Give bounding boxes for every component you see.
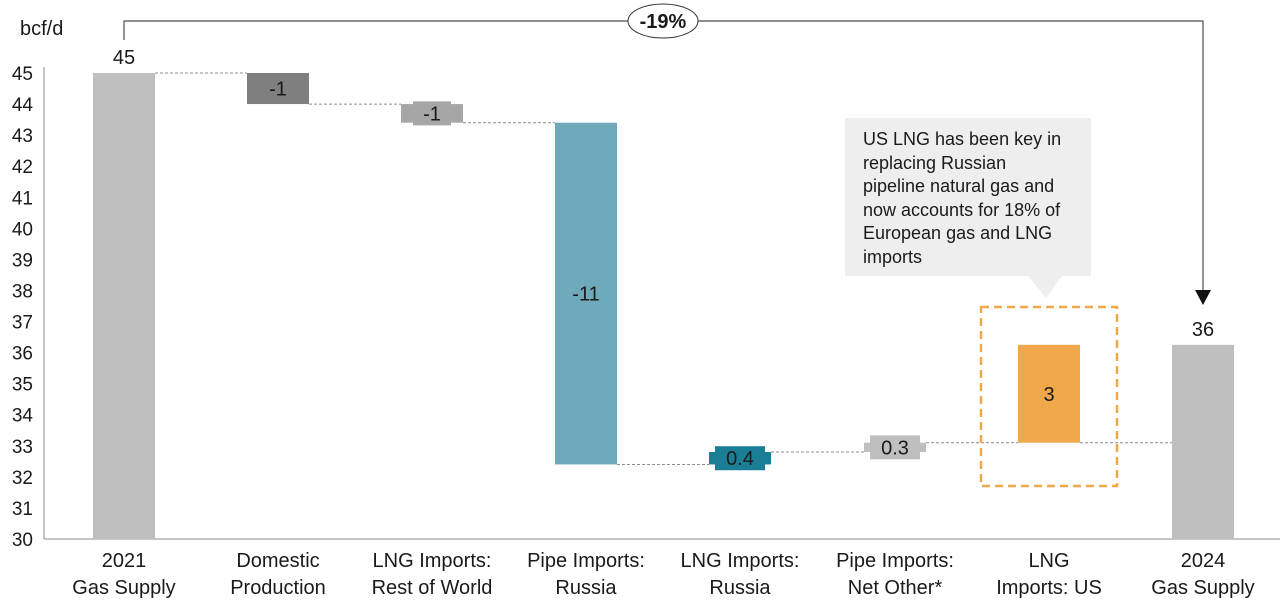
bar	[247, 73, 309, 105]
x-category-label: Russia	[709, 577, 771, 599]
bar-value-label: 45	[113, 47, 135, 69]
x-category-label: Pipe Imports:	[527, 550, 645, 572]
y-tick-label: 34	[12, 406, 34, 427]
y-tick-label: 37	[12, 313, 33, 334]
change-badge	[627, 3, 699, 39]
x-category-label: LNG	[1028, 550, 1069, 572]
bar-value-label: 0.3	[881, 437, 909, 459]
highlight-box	[979, 305, 1119, 488]
bar-value-label: -1	[423, 103, 441, 125]
x-category-label: Net Other*	[848, 577, 943, 599]
bar-value-plate	[413, 101, 451, 126]
bar-value-label: -11	[572, 284, 599, 306]
y-tick-label: 33	[12, 437, 33, 458]
y-tick-label: 38	[12, 281, 33, 302]
y-tick-label: 31	[12, 499, 33, 520]
y-tick-label: 36	[12, 344, 33, 365]
y-tick-label: 41	[12, 188, 33, 209]
bar-value-plate	[870, 435, 920, 460]
y-tick-label: 32	[12, 468, 33, 489]
bar-value-label: 0.4	[726, 448, 754, 470]
x-category-label: LNG Imports:	[373, 550, 492, 572]
x-category-label: Production	[230, 577, 326, 599]
y-tick-label: 45	[12, 64, 33, 85]
x-category-label: Russia	[555, 577, 617, 599]
x-category-label: Pipe Imports:	[836, 550, 954, 572]
bracket-arrowhead	[1195, 290, 1211, 305]
bar	[93, 73, 155, 539]
bar	[1018, 344, 1080, 443]
y-tick-label: 35	[12, 375, 33, 396]
y-tick-label: 40	[12, 219, 33, 240]
y-axis-unit-label: bcf/d	[20, 18, 63, 40]
annotation-callout: US LNG has been key in replacing Russian…	[845, 118, 1091, 276]
bar-value-label: 3	[1043, 384, 1054, 406]
x-category-label: Rest of World	[372, 577, 493, 599]
bar-value-label: -1	[269, 79, 287, 101]
x-category-label: Domestic	[236, 550, 319, 572]
callout-pointer	[1028, 276, 1062, 298]
x-category-label: Gas Supply	[1151, 577, 1254, 599]
bar	[1172, 344, 1234, 539]
x-category-label: LNG Imports:	[681, 550, 800, 572]
y-tick-label: 44	[12, 95, 34, 116]
bar-value-label: 36	[1192, 319, 1214, 341]
x-category-label: Imports: US	[996, 577, 1102, 599]
y-tick-label: 30	[12, 530, 33, 551]
bar-value-plate	[715, 446, 765, 471]
y-tick-label: 39	[12, 250, 33, 271]
change-badge-label: -19%	[640, 11, 687, 33]
bar	[555, 122, 617, 465]
x-category-label: 2021	[102, 550, 147, 572]
x-category-label: Gas Supply	[72, 577, 175, 599]
x-category-label: 2024	[1181, 550, 1226, 572]
y-tick-label: 42	[12, 157, 33, 178]
y-tick-label: 43	[12, 126, 33, 147]
